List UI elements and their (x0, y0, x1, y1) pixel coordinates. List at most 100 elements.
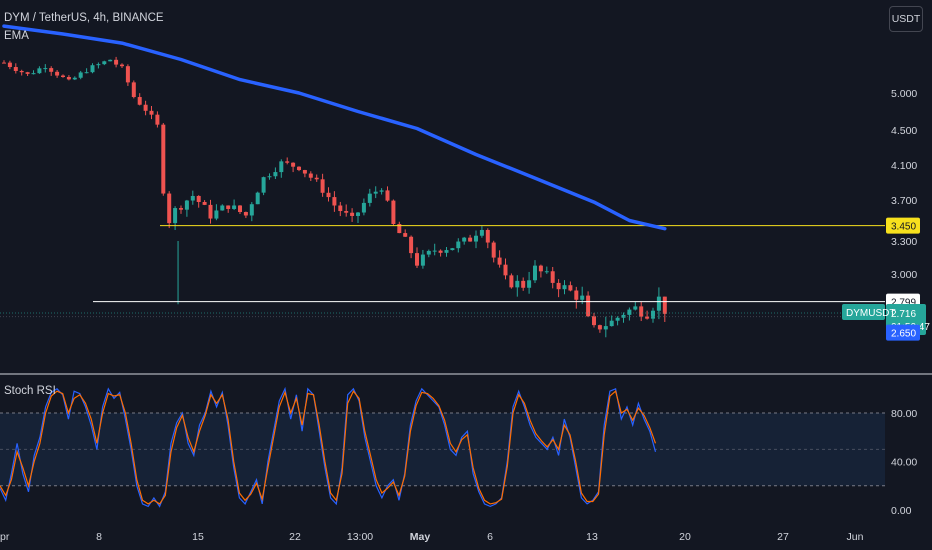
candle (592, 312, 596, 328)
candle-body (2, 62, 6, 64)
candle (509, 273, 514, 289)
candle (202, 200, 207, 206)
candle-body (562, 285, 567, 290)
candle-body (161, 124, 166, 194)
candle (143, 100, 148, 116)
candle (361, 198, 366, 216)
ema-line[interactable] (2, 24, 667, 231)
candle-body (261, 177, 266, 193)
candle-body (367, 193, 372, 203)
candle-body (468, 237, 473, 242)
candle-body (255, 192, 260, 205)
candle-body (78, 72, 83, 78)
candle-body (143, 104, 148, 111)
candle (184, 199, 189, 217)
candle (562, 280, 567, 295)
candle-body (485, 229, 490, 243)
time-axis-tick: 15 (192, 531, 204, 543)
candle-body (108, 59, 113, 62)
symbol-title[interactable]: DYM / TetherUS, 4h, BINANCE (4, 12, 164, 24)
candle-body (515, 280, 520, 288)
candle (190, 190, 195, 205)
time-axis-tick: 20 (679, 531, 691, 543)
candle-body (503, 264, 508, 276)
candle-body (538, 265, 543, 272)
candle-body (102, 61, 107, 65)
candle (302, 169, 307, 178)
candle (426, 249, 431, 258)
candle (120, 63, 124, 69)
candle (326, 187, 331, 202)
candle-body (49, 68, 54, 72)
time-axis-tick: May (410, 531, 431, 543)
candle (450, 247, 455, 251)
candle-body (220, 205, 225, 211)
candle-body (66, 77, 71, 80)
candle (621, 312, 626, 323)
candle (267, 173, 272, 180)
currency-button[interactable]: USDT (889, 6, 923, 32)
candle (261, 176, 266, 196)
time-axis-tick: 6 (487, 531, 493, 543)
candle-body (450, 248, 455, 251)
overlay-lines (0, 24, 885, 318)
time-axis-tick: 13 (586, 531, 598, 543)
candle (356, 211, 360, 223)
stoch-rsi-label[interactable]: Stoch RSI (4, 385, 56, 397)
candle-body (131, 82, 136, 98)
candle-body (373, 191, 378, 194)
candle-body (302, 170, 307, 174)
candle-body (238, 205, 242, 213)
candle (125, 64, 130, 86)
candle-body (249, 204, 254, 216)
candle-body (291, 162, 296, 167)
candle-body (155, 114, 160, 125)
candle (515, 275, 520, 297)
candle (137, 93, 142, 106)
candle (243, 211, 248, 219)
candle (320, 173, 325, 197)
ema-indicator-label[interactable]: EMA (4, 30, 29, 42)
candle-body (55, 71, 60, 76)
candle (527, 271, 532, 294)
candle-body (137, 97, 142, 105)
candle-body (403, 233, 408, 237)
candle (521, 277, 526, 291)
price-axis-tick: 4.500 (891, 125, 917, 137)
candle-body (456, 241, 461, 249)
candle-body (586, 295, 591, 317)
candle-body (426, 250, 431, 255)
candle (662, 296, 667, 322)
candle (114, 56, 119, 68)
candle-body (462, 237, 467, 242)
candle-body (326, 192, 331, 198)
candle-body (432, 250, 437, 252)
time-axis-tick: Jun (847, 531, 864, 543)
candle (308, 171, 313, 182)
candle-body (656, 296, 661, 311)
candle-body (90, 65, 95, 73)
stoch-d-line[interactable] (0, 390, 657, 505)
candle (627, 307, 632, 321)
candle-body (361, 202, 366, 213)
price-axis-tick: 3.300 (891, 236, 917, 248)
candle (249, 202, 254, 222)
resistance-price-tag: 3.450 (891, 222, 916, 233)
candle (544, 266, 549, 274)
candle-body (243, 212, 248, 216)
candle (462, 236, 467, 245)
candle-body (25, 72, 30, 74)
stoch-k-line[interactable] (0, 386, 657, 508)
candle-body (19, 70, 24, 73)
candle-body (297, 166, 301, 171)
stoch-axis-tick: 80.00 (891, 408, 917, 420)
price-axis-tick: 3.700 (891, 195, 917, 207)
candle (84, 68, 89, 74)
candle-body (568, 285, 573, 291)
candle (61, 74, 65, 78)
candle (25, 71, 30, 77)
support-price-tag: 2.799 (891, 298, 916, 309)
time-axis-tick: 27 (777, 531, 789, 543)
candle-body (651, 310, 655, 319)
